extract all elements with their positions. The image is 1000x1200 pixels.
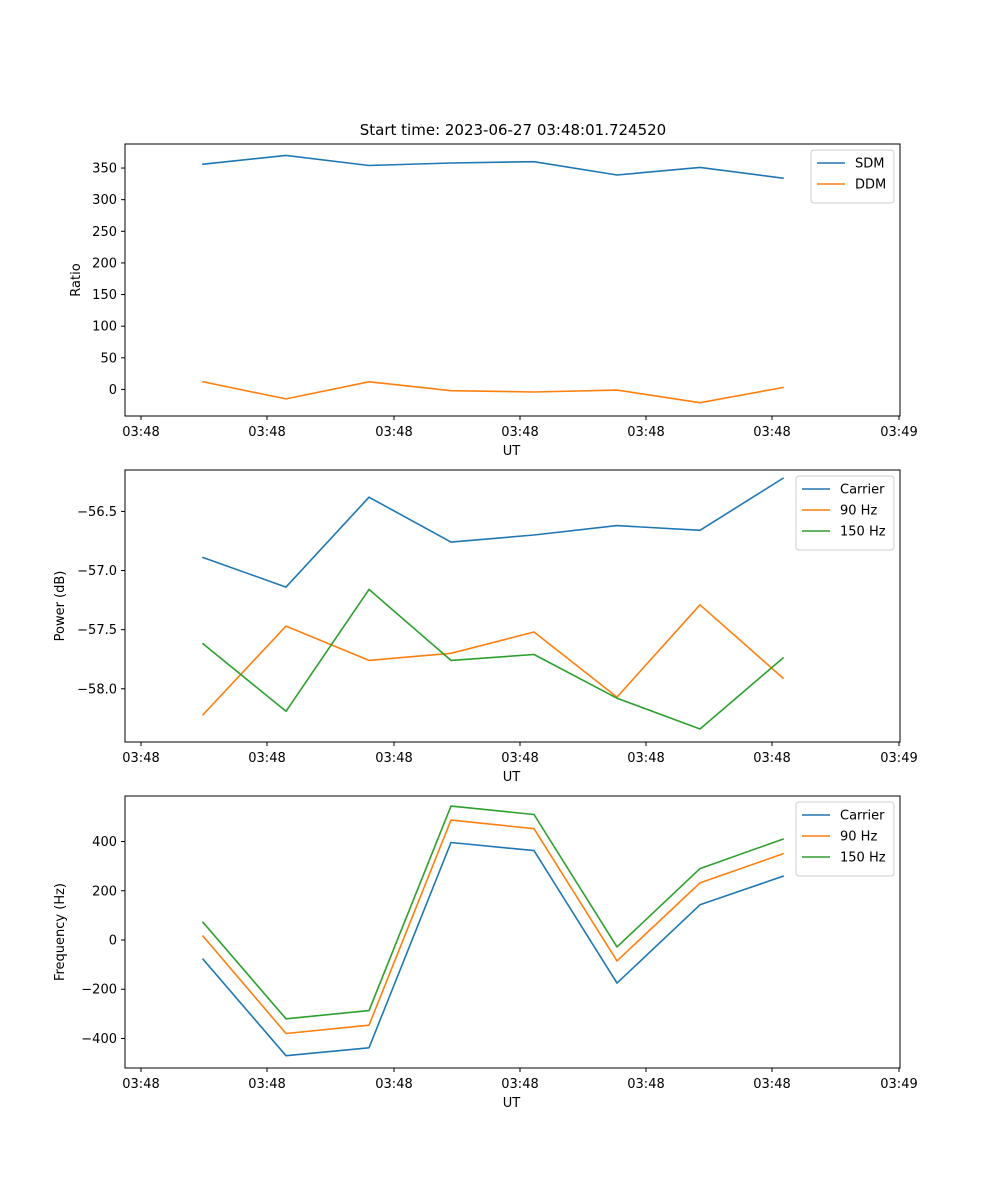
figure-title: Start time: 2023-06-27 03:48:01.724520 (360, 121, 666, 139)
charts: 03:48 03:48 03:48 03:48 03:48 03:48 03:49 0 50 10… (53, 143, 918, 1111)
y-tick-label: −57.5 (77, 623, 117, 638)
legend-label: 90 Hz (840, 504, 877, 519)
x-tick-label: 03:48 (248, 751, 285, 766)
x-tick-label: 03:48 (248, 1077, 285, 1092)
x-tick-label: 03:48 (122, 751, 159, 766)
legend-label: DDM (855, 178, 886, 193)
x-axis-label: UT (503, 770, 521, 785)
plot-frame (124, 143, 901, 417)
y-tick-label: −58.0 (77, 682, 117, 697)
x-tick-label: 03:48 (375, 751, 412, 766)
y-axis-label: Frequency (Hz) (53, 883, 68, 981)
x-tick-label: 03:48 (501, 1077, 538, 1092)
series-line-150-hz (201, 805, 785, 1020)
chart-panel-2: 03:48 03:48 03:48 03:48 03:48 03:48 03:49 −58.0… (53, 469, 918, 785)
x-tick-label: 03:48 (122, 425, 159, 440)
plot-frame (124, 469, 901, 743)
legend-label: 150 Hz (840, 525, 886, 540)
y-tick-label: 400 (92, 835, 117, 850)
x-tick-label: 03:48 (501, 751, 538, 766)
x-tick-label: 03:48 (753, 1077, 790, 1092)
legend-label: 90 Hz (840, 830, 877, 845)
y-tick-label: 350 (92, 162, 117, 177)
y-tick-label: −57.0 (77, 564, 117, 579)
series-line-150-hz (201, 588, 785, 730)
x-tick-label: 03:48 (627, 425, 664, 440)
x-tick-label: 03:48 (753, 425, 790, 440)
x-tick-label: 03:48 (375, 1077, 412, 1092)
series-line-sdm (202, 154, 784, 180)
y-tick-label: −400 (81, 1032, 117, 1047)
y-tick-label: 200 (92, 884, 117, 899)
y-tick-label: 0 (109, 934, 117, 949)
chart-panel-3: 03:48 03:48 03:48 03:48 03:48 03:48 03:49 −400 −… (53, 795, 918, 1111)
x-tick-label: 03:48 (122, 1077, 159, 1092)
x-tick-label: 03:49 (880, 425, 917, 440)
series-line-ddm (202, 380, 784, 404)
legend-label: Carrier (840, 809, 885, 824)
x-tick-label: 03:48 (375, 425, 412, 440)
y-tick-label: 50 (100, 351, 117, 366)
x-tick-label: 03:48 (501, 425, 538, 440)
x-axis-label: UT (503, 444, 521, 459)
y-tick-label: 200 (92, 256, 117, 271)
y-tick-label: 100 (92, 320, 117, 335)
y-tick-label: 300 (92, 193, 117, 208)
x-tick-label: 03:48 (248, 425, 285, 440)
y-tick-label: 150 (92, 288, 117, 303)
x-tick-label: 03:48 (627, 751, 664, 766)
x-tick-label: 03:48 (627, 1077, 664, 1092)
x-tick-label: 03:49 (880, 751, 917, 766)
y-axis-label: Power (dB) (53, 571, 68, 642)
legend-label: SDM (855, 157, 884, 172)
y-tick-label: −56.5 (77, 505, 117, 520)
series-line-90-hz (201, 603, 785, 716)
x-tick-label: 03:49 (880, 1077, 917, 1092)
x-axis-label: UT (503, 1096, 521, 1111)
legend-label: Carrier (840, 483, 885, 498)
y-tick-label: 250 (92, 225, 117, 240)
x-tick-label: 03:48 (753, 751, 790, 766)
plot-frame (124, 795, 901, 1069)
chart-panel-1: 03:48 03:48 03:48 03:48 03:48 03:48 03:49 0 50 10… (69, 143, 918, 459)
series-line-carrier (201, 477, 785, 588)
y-axis-label: Ratio (69, 263, 84, 296)
y-tick-label: 0 (109, 383, 117, 398)
series-line-carrier (201, 841, 785, 1057)
legend-label: 150 Hz (840, 851, 886, 866)
y-tick-label: −200 (81, 983, 117, 998)
series-line-90-hz (201, 819, 785, 1035)
